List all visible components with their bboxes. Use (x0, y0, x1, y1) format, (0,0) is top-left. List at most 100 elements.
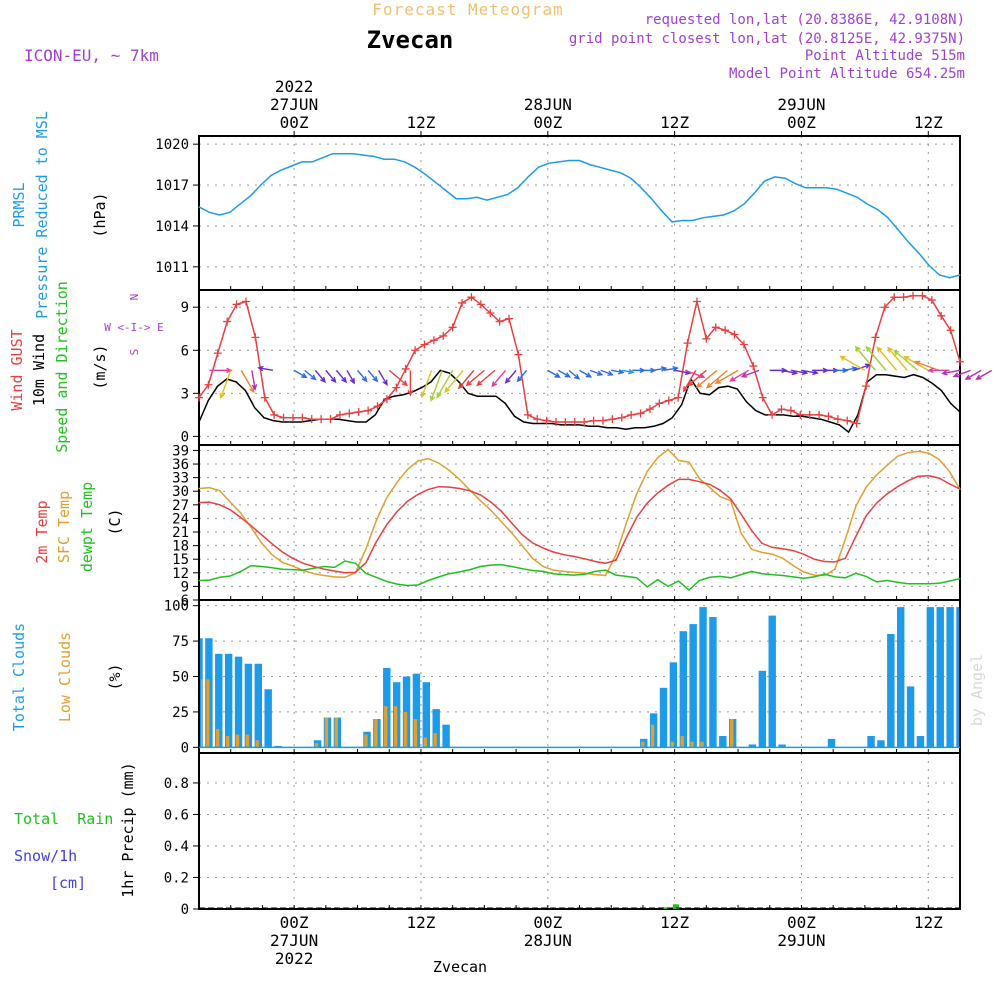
temp-2m-point (198, 501, 200, 504)
sfc-temp-point (271, 554, 273, 556)
temp-2m-point (521, 534, 523, 536)
temp-2m-point (448, 486, 450, 488)
wind-speed-point (495, 395, 497, 397)
wind-gust-point (420, 340, 429, 349)
temp-ytick-label-1: 9 (181, 579, 189, 595)
top-tick-label-2-1: 00Z (533, 113, 562, 132)
pressure-point (558, 161, 560, 163)
bottom-tick-label-4-0: 00Z (787, 913, 816, 932)
sfc-temp-point (688, 461, 690, 463)
dewpt-temp-point (750, 570, 753, 573)
wind-barb (346, 370, 356, 385)
pressure-point (589, 164, 591, 166)
sfc-temp-point (552, 569, 555, 571)
wind-barb (209, 367, 233, 374)
wind-barb (975, 369, 993, 380)
cloud-labels: Total Clouds Low Clouds (%) (10, 623, 124, 731)
dewpt-temp-point (563, 574, 565, 576)
sfc-temp-point (386, 497, 388, 499)
wind-ytick-label-2: 6 (181, 343, 189, 359)
bottom-tick-label-0-1: 27JUN (270, 931, 318, 950)
wind-gust-point (711, 323, 720, 332)
pressure-point (486, 199, 488, 201)
sfc-temp-point (531, 557, 534, 559)
temp-2m-point (782, 548, 784, 550)
sfc-temp-point (803, 571, 805, 573)
low-cloud-bar (364, 734, 368, 748)
wind-speed-point (671, 417, 673, 419)
wind-labels: Wind GUST 10m Wind Speed and Direction (… (8, 281, 164, 453)
cloud-label-1: Total Clouds (10, 623, 28, 731)
sfc-temp-point (490, 509, 492, 511)
precip-labels: Total Rain Snow/1h [cm] 1hr Precip (mm) (14, 762, 137, 897)
dewpt-temp-point (844, 577, 846, 579)
temp-2m-point (229, 509, 231, 511)
precip-ytick-label-3: 0.6 (164, 807, 189, 823)
temp-2m-point (771, 546, 773, 549)
wind-gust-point (354, 407, 363, 416)
wind-speed-point (551, 422, 553, 425)
wind-barb (240, 370, 255, 394)
temp-2m-point (823, 560, 826, 563)
sfc-temp-point (813, 574, 815, 576)
temp-2m-point (552, 551, 555, 553)
bottom-tick-label-5-0: 12Z (914, 913, 943, 932)
temp-2m-point (271, 543, 273, 545)
sfc-temp-point (198, 487, 200, 490)
pressure-point (424, 173, 426, 175)
total-cloud-bar (916, 736, 925, 748)
pressure-point (712, 215, 714, 218)
precip-panel: 0 0.2 0.4 0.6 0.8 (164, 752, 961, 918)
sfc-temp-point (886, 464, 888, 466)
wind-barb (304, 369, 317, 381)
point-altitude: Point Altitude 515m (805, 48, 965, 64)
wind-barb (568, 369, 581, 380)
wind-speed-point (810, 417, 813, 419)
wind-label-2: 10m Wind (30, 334, 48, 406)
top-tick-label-0-2: 00Z (280, 113, 309, 132)
dewpt-temp-point (552, 573, 555, 575)
pressure-panel: 1011 1014 1017 1020 (155, 135, 961, 291)
wind-speed-point (504, 402, 506, 404)
dewpt-temp-point (604, 569, 607, 571)
wind-gust-point (786, 406, 795, 415)
dewpt-temp-point (469, 569, 471, 571)
wind-gust-point (439, 331, 448, 340)
dewpt-temp-point (459, 571, 461, 573)
wind-speed-point (291, 421, 293, 423)
pressure-point (609, 169, 611, 171)
wind-barb (367, 369, 379, 383)
compass-s: S (128, 349, 141, 356)
dewpt-temp-point (511, 565, 513, 568)
sfc-temp-point (761, 551, 763, 554)
wind-gust-point (270, 410, 279, 419)
wind-speed-point (616, 427, 618, 429)
temp-ytick-label-8: 30 (172, 484, 189, 500)
total-cloud-bar (659, 687, 668, 748)
dewpt-temp-point (928, 583, 930, 585)
wind-speed-point (523, 421, 525, 423)
temp-2m-point (646, 502, 648, 504)
temp-2m-point (698, 481, 700, 483)
wind-speed-point (959, 411, 961, 413)
pressure-unit: (hPa) (91, 192, 109, 237)
total-cloud-bar (758, 670, 767, 748)
wind-gust-point (523, 410, 532, 419)
temp-2m-point (375, 541, 377, 543)
total-cloud-bar (699, 607, 707, 748)
temp-2m-point (813, 558, 815, 560)
dewpt-temp-point (709, 576, 711, 578)
wind-speed-point (764, 414, 766, 416)
low-cloud-bar (225, 736, 230, 748)
wind-gust-point (768, 410, 777, 419)
pressure-point (301, 161, 303, 163)
sfc-temp-point (938, 458, 940, 461)
wind-barb (876, 346, 898, 371)
total-cloud-bar (412, 673, 421, 748)
wind-speed-line (198, 369, 961, 434)
wind-gust-point (739, 340, 748, 349)
wind-speed-point (281, 421, 284, 423)
wind-speed-point (820, 418, 822, 420)
dewpt-temp-point (333, 566, 336, 568)
wind-barb (705, 369, 728, 389)
